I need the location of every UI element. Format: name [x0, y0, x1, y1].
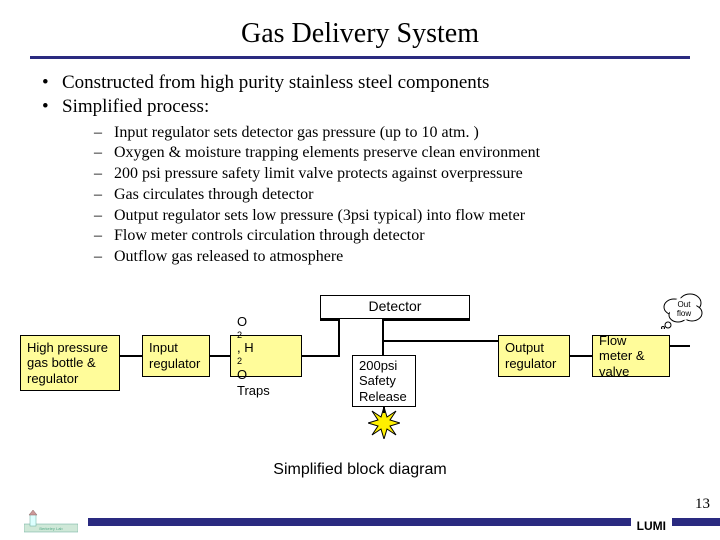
sub-bullet: Gas circulates through detector — [94, 185, 690, 206]
box-safety-release: 200psi Safety Release — [352, 355, 416, 407]
svg-text:Berkeley Lab: Berkeley Lab — [39, 526, 63, 531]
outflow-cloud: Out flow — [660, 291, 708, 329]
box-output-regulator: Output regulator — [498, 335, 570, 377]
detector-box: Detector — [320, 295, 470, 319]
bullet-2: Simplified process: — [36, 95, 690, 119]
box-input-regulator: Input regulator — [142, 335, 210, 377]
slide-footer: Berkeley Lab LUMI 13 — [0, 500, 720, 540]
connector — [382, 340, 498, 342]
connector — [382, 319, 470, 321]
sub-bullet: 200 psi pressure safety limit valve prot… — [94, 164, 690, 185]
connector — [320, 319, 340, 321]
title-rule — [30, 56, 690, 59]
diagram-caption: Simplified block diagram — [20, 461, 700, 479]
block-diagram: Detector High pressure gas bottle & regu… — [20, 295, 700, 475]
bullet-1: Constructed from high purity stainless s… — [36, 71, 690, 95]
connector — [302, 355, 340, 357]
connector — [570, 355, 592, 357]
sub-bullet: Flow meter controls circulation through … — [94, 226, 690, 247]
footer-lumi: LUMI — [631, 518, 672, 534]
svg-text:Out: Out — [678, 300, 692, 309]
sub-bullet: Input regulator sets detector gas pressu… — [94, 123, 690, 144]
connector — [210, 355, 230, 357]
connector — [383, 407, 385, 413]
box-flow-meter: Flow meter & valve — [592, 335, 670, 377]
connector — [338, 319, 340, 357]
bullet-list: Constructed from high purity stainless s… — [36, 71, 690, 268]
sub-bullet: Output regulator sets low pressure (3psi… — [94, 206, 690, 227]
svg-text:flow: flow — [677, 309, 691, 318]
sub-bullet-list: Input regulator sets detector gas pressu… — [94, 123, 690, 269]
lab-logo-icon: Berkeley Lab — [24, 510, 78, 534]
footer-bar — [88, 518, 720, 526]
page-number: 13 — [695, 496, 710, 513]
sub-bullet: Oxygen & moisture trapping elements pres… — [94, 143, 690, 164]
slide-title: Gas Delivery System — [30, 18, 690, 50]
box-source: High pressure gas bottle & regulator — [20, 335, 120, 391]
connector — [120, 355, 142, 357]
box-traps: O2, H2OTraps — [230, 335, 302, 377]
connector — [382, 319, 384, 355]
sub-bullet: Outflow gas released to atmosphere — [94, 247, 690, 268]
connector — [670, 345, 690, 347]
